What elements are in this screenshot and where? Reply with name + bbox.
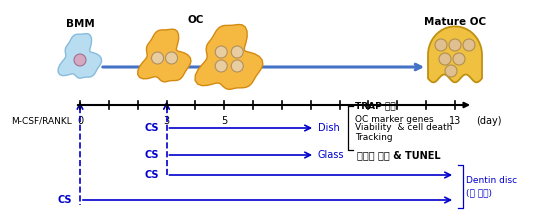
Text: TRAP 염색: TRAP 염색: [355, 102, 396, 111]
Circle shape: [215, 60, 227, 72]
Circle shape: [165, 52, 178, 64]
Text: Glass: Glass: [318, 150, 345, 160]
Text: Tracking: Tracking: [355, 134, 392, 142]
Text: 0: 0: [77, 116, 83, 126]
Circle shape: [445, 65, 457, 77]
Text: Mature OC: Mature OC: [424, 17, 486, 27]
Circle shape: [435, 39, 447, 51]
Text: OC: OC: [187, 15, 204, 25]
Circle shape: [453, 53, 465, 65]
Text: M-CSF/RANKL: M-CSF/RANKL: [11, 116, 72, 125]
Text: Viability  & cell death: Viability & cell death: [355, 124, 452, 132]
Text: (day): (day): [476, 116, 502, 126]
Text: 13: 13: [449, 116, 461, 126]
Circle shape: [439, 53, 451, 65]
Circle shape: [463, 39, 475, 51]
Text: OC marker genes: OC marker genes: [355, 115, 433, 125]
Polygon shape: [138, 29, 191, 82]
Text: (곸 흥수): (곸 흥수): [466, 188, 492, 197]
Text: CS: CS: [144, 150, 159, 160]
Circle shape: [215, 46, 227, 58]
PathPatch shape: [428, 26, 482, 82]
Circle shape: [231, 46, 243, 58]
Text: CS: CS: [58, 195, 72, 205]
Text: BMM: BMM: [65, 19, 94, 29]
Circle shape: [449, 39, 461, 51]
Text: Dentin disc: Dentin disc: [466, 176, 517, 185]
Text: Dish: Dish: [318, 123, 340, 133]
Circle shape: [231, 60, 243, 72]
Text: 5: 5: [221, 116, 228, 126]
Circle shape: [152, 52, 164, 64]
Circle shape: [74, 54, 86, 66]
Polygon shape: [195, 24, 263, 89]
Text: CS: CS: [144, 123, 159, 133]
Text: 액틴링 염색 & TUNEL: 액틴링 염색 & TUNEL: [357, 150, 441, 160]
Text: 3: 3: [164, 116, 170, 126]
Text: CS: CS: [144, 170, 159, 180]
Polygon shape: [58, 34, 102, 78]
